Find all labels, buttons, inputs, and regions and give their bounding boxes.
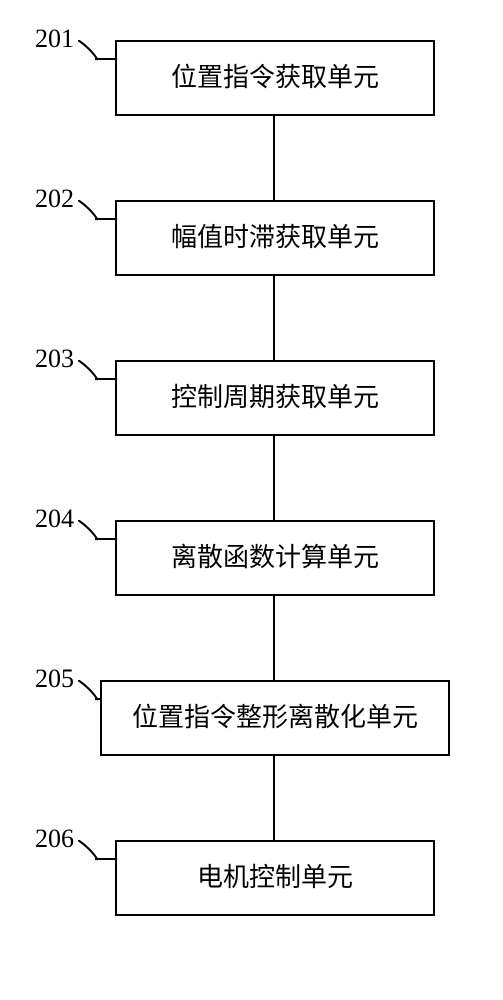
leader-line-202 xyxy=(95,218,117,220)
node-205: 位置指令整形离散化单元 xyxy=(100,680,450,756)
node-label-202: 幅值时滞获取单元 xyxy=(171,222,379,253)
leader-line-204 xyxy=(95,538,117,540)
connector-202-203 xyxy=(273,276,275,360)
node-201: 位置指令获取单元 xyxy=(115,40,435,116)
connector-205-206 xyxy=(273,756,275,840)
ref-label-206: 206 xyxy=(35,824,74,854)
connector-201-202 xyxy=(273,116,275,200)
ref-label-201: 201 xyxy=(35,24,74,54)
ref-label-204: 204 xyxy=(35,504,74,534)
node-label-206: 电机控制单元 xyxy=(197,862,353,893)
node-204: 离散函数计算单元 xyxy=(115,520,435,596)
leader-line-201 xyxy=(95,58,117,60)
node-203: 控制周期获取单元 xyxy=(115,360,435,436)
node-label-204: 离散函数计算单元 xyxy=(171,542,379,573)
leader-line-203 xyxy=(95,378,117,380)
ref-label-205: 205 xyxy=(35,664,74,694)
node-206: 电机控制单元 xyxy=(115,840,435,916)
leader-line-206 xyxy=(95,858,117,860)
ref-label-203: 203 xyxy=(35,344,74,374)
connector-204-205 xyxy=(273,596,275,680)
node-202: 幅值时滞获取单元 xyxy=(115,200,435,276)
connector-203-204 xyxy=(273,436,275,520)
node-label-203: 控制周期获取单元 xyxy=(171,382,379,413)
node-label-205: 位置指令整形离散化单元 xyxy=(132,702,418,733)
node-label-201: 位置指令获取单元 xyxy=(171,62,379,93)
ref-label-202: 202 xyxy=(35,184,74,214)
